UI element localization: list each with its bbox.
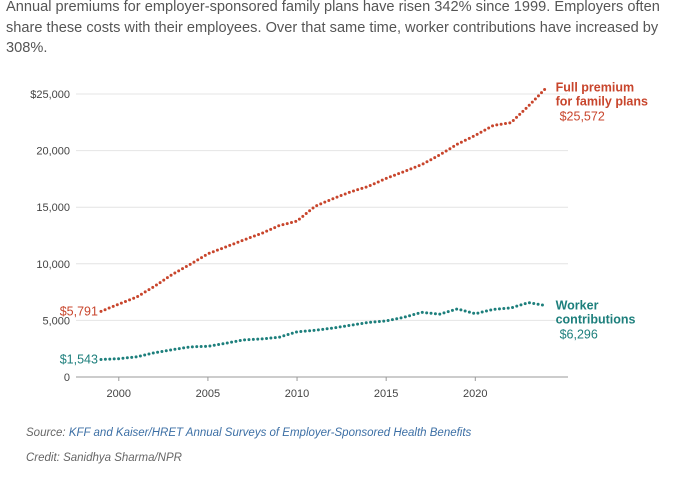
gridlines [76, 93, 568, 378]
y-tick-label: 10,000 [36, 259, 70, 271]
series-name-label: for family plans [556, 95, 648, 109]
source-link[interactable]: KFF and Kaiser/HRET Annual Surveys of Em… [68, 427, 472, 439]
end-value-label: $6,296 [560, 328, 598, 342]
y-tick-label: $25,000 [30, 89, 70, 101]
series-layer [99, 86, 549, 361]
series-name-label: Full premium [556, 81, 634, 95]
series-name-label: Worker [556, 299, 599, 313]
chart-caption: Annual premiums for employer-sponsored f… [6, 0, 660, 56]
series-name-label: contributions [556, 313, 636, 327]
series-line-worker-contributions [99, 301, 549, 361]
start-value-label: $5,791 [60, 304, 98, 318]
source-note: Source: KFF and Kaiser/HRET Annual Surve… [26, 427, 471, 439]
series-line-full-premium [99, 86, 549, 313]
end-value-label: $25,572 [560, 110, 605, 124]
y-tick-label: 0 [64, 372, 70, 384]
x-tick-label: 2015 [374, 388, 398, 400]
x-tick-label: 2010 [285, 388, 309, 400]
x-tick-label: 2020 [463, 388, 487, 400]
line-chart: 0 5,000 10,000 15,000 20,000 $25,000 2000 2005… [30, 81, 648, 400]
source-prefix: Source: [26, 427, 69, 439]
y-tick-label: 20,000 [36, 146, 70, 158]
y-tick-label: 5,000 [42, 315, 70, 327]
y-axis: 0 5,000 10,000 15,000 20,000 $25,000 [30, 89, 70, 384]
credit-note: Credit: Sanidhya Sharma/NPR [26, 452, 182, 464]
x-tick-label: 2000 [107, 388, 131, 400]
y-tick-label: 15,000 [36, 202, 70, 214]
start-value-label: $1,543 [60, 353, 98, 367]
x-tick-label: 2005 [196, 388, 220, 400]
x-axis: 2000 2005 2010 2015 2020 [107, 377, 488, 400]
